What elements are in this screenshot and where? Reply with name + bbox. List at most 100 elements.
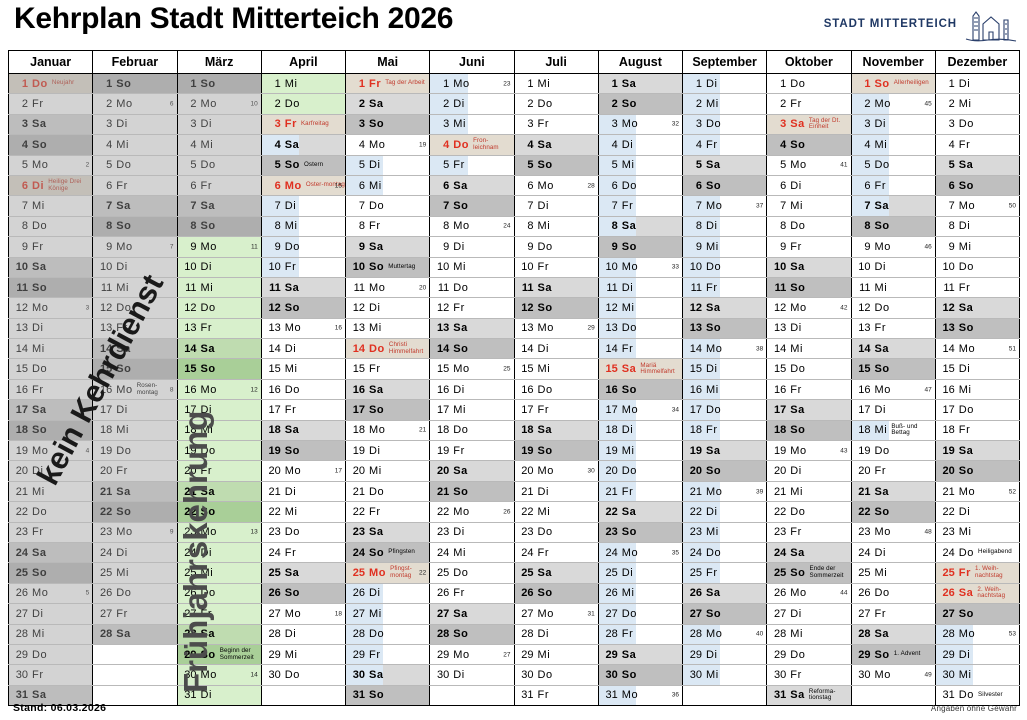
day-cell-content: 12 Sa <box>684 299 766 317</box>
day-of-week: So <box>958 179 975 192</box>
day-cell-content: 30 Mi <box>936 666 1018 684</box>
day-of-week: Mi <box>621 159 635 172</box>
day-of-week: Sa <box>369 98 384 111</box>
day-cell: 4 Sa <box>260 134 347 156</box>
day-number: 28 <box>689 628 702 641</box>
day-cell: 22 So <box>176 501 262 523</box>
day-cell: 11 Fr <box>681 276 768 299</box>
day-cell-content: 24 Do <box>684 544 766 562</box>
day-cell-body: 29 Mi <box>515 645 597 663</box>
day-number: 24 <box>942 546 955 559</box>
day-cell: 26 Mi <box>597 582 684 605</box>
day-cell-body: 12 Di <box>347 299 429 317</box>
day-cell-body: 21 Mi <box>768 482 850 500</box>
day-cell: 25 Mi <box>176 562 262 584</box>
day-number: 22 <box>15 505 28 518</box>
day-number: 16 <box>521 383 534 396</box>
day-number: 15 <box>858 363 871 376</box>
day-cell-body: 1 Mi <box>515 75 597 93</box>
day-number: 2 <box>948 98 955 111</box>
day-cell: 7 Do <box>344 195 431 217</box>
day-of-week: Do <box>453 138 470 151</box>
day-cell: 17 Sa <box>766 399 852 421</box>
day-cell-content: 5 Do <box>178 156 260 174</box>
day-number: 7 <box>106 200 113 213</box>
day-number: 28 <box>15 628 28 641</box>
day-cell-body: 20 Fr <box>852 462 934 480</box>
day-cell-body: 28 Fr <box>599 625 681 644</box>
week-number: 32 <box>671 120 679 128</box>
day-number: 25 <box>437 567 450 580</box>
calendar-row: 8 Do 8 So 8 So 8 Mi 8 Fr 8 Mo 24 8 Mi 8 Sa 8 Di 8 Do 8 So 8 Di <box>7 215 1021 238</box>
day-number: 24 <box>352 546 365 559</box>
day-cell-content: 28 Fr <box>599 625 681 643</box>
day-cell-body: 23 So <box>599 523 682 542</box>
day-of-week: Sa <box>200 485 216 498</box>
day-of-week: Fr <box>706 424 718 437</box>
week-number: 52 <box>1008 488 1016 495</box>
day-cell-content: 17 So <box>347 401 429 419</box>
day-of-week: Mi <box>874 281 888 294</box>
day-cell: 27 Mo 18 <box>260 603 347 625</box>
day-cell: 16 Fr <box>766 378 852 401</box>
day-of-week: Sa <box>790 689 805 702</box>
day-number: 4 <box>274 138 281 151</box>
day-cell: 18 Di <box>597 419 684 442</box>
day-of-week: Di <box>369 444 381 457</box>
day-cell: 1 Mo 23 <box>429 72 515 95</box>
day-cell-body: 13 Di <box>768 319 850 337</box>
calendar-row: 17 Sa 17 Di 17 Di 17 Fr 17 So 17 Mi 17 Fr 17 Mo 34 17 Do 17… <box>7 399 1021 421</box>
day-number: 17 <box>858 403 871 416</box>
day-number: 9 <box>21 240 28 253</box>
week-number: 22 <box>419 569 427 577</box>
day-cell: 11 Mi <box>850 276 936 299</box>
week-number: 4 <box>85 447 90 455</box>
day-of-week: Di <box>284 342 297 355</box>
day-number: 18 <box>15 424 28 437</box>
day-cell-content: 27 Fr <box>178 605 260 623</box>
day-cell: 7 So <box>429 195 515 217</box>
day-cell: 24 Di <box>176 541 262 564</box>
day-number: 2 <box>274 98 281 111</box>
day-of-week: Mi <box>369 607 382 620</box>
day-cell-content: 14 Mo <box>684 340 766 358</box>
day-cell-body: 14 Di <box>262 340 344 358</box>
week-number: 41 <box>840 161 848 169</box>
day-of-week: Fr <box>537 118 550 131</box>
day-of-week: Mi <box>790 200 804 213</box>
day-cell-body: 1 So <box>93 74 176 93</box>
day-cell-content: 16 Mi <box>684 380 766 398</box>
day-of-week: Di <box>706 363 718 376</box>
day-cell-body: 23 Fr <box>9 523 92 542</box>
day-of-week: Do <box>453 424 469 437</box>
day-cell-content: 8 Mi <box>515 217 597 235</box>
day-cell-content: 23 Mo <box>178 523 260 541</box>
day-cell-body: 18 Sa <box>515 421 598 440</box>
day-cell-body: 20 So <box>683 461 766 481</box>
day-cell-content: 9 Do <box>262 238 344 256</box>
day-note: 1. Advent <box>893 650 921 658</box>
day-cell: 9 Mi <box>681 236 768 258</box>
day-cell: 1 Mi <box>260 72 347 95</box>
day-cell-body: 6 Fr <box>178 176 261 195</box>
day-cell-content: 1 Fr Tag der Arbeit <box>347 75 429 93</box>
day-cell: 4 Mo 19 <box>344 134 431 156</box>
day-cell-body: 18 Sa <box>262 421 345 440</box>
day-cell: 7 Mi <box>7 195 94 217</box>
day-cell-body: 25 So <box>9 563 92 583</box>
day-cell: 7 Sa <box>92 195 178 217</box>
day-cell-content: 16 Fr <box>768 380 850 398</box>
day-of-week: Di <box>200 118 213 131</box>
day-number: 25 <box>521 567 534 580</box>
day-of-week: Mi <box>874 567 888 580</box>
day-number: 26 <box>605 587 618 600</box>
day-number: 15 <box>15 363 28 376</box>
day-cell-body: 26 Sa 2. Weih-nachtstag <box>936 584 1019 603</box>
day-cell-body: 22 Do <box>9 502 92 522</box>
day-cell-content: 25 Sa <box>262 564 344 582</box>
day-cell: 18 So <box>766 419 852 442</box>
day-cell-body: 17 Di <box>93 400 176 420</box>
day-number: 20 <box>184 465 197 478</box>
day-cell-body: 25 Mi <box>93 563 176 583</box>
day-number: 13 <box>15 322 28 335</box>
